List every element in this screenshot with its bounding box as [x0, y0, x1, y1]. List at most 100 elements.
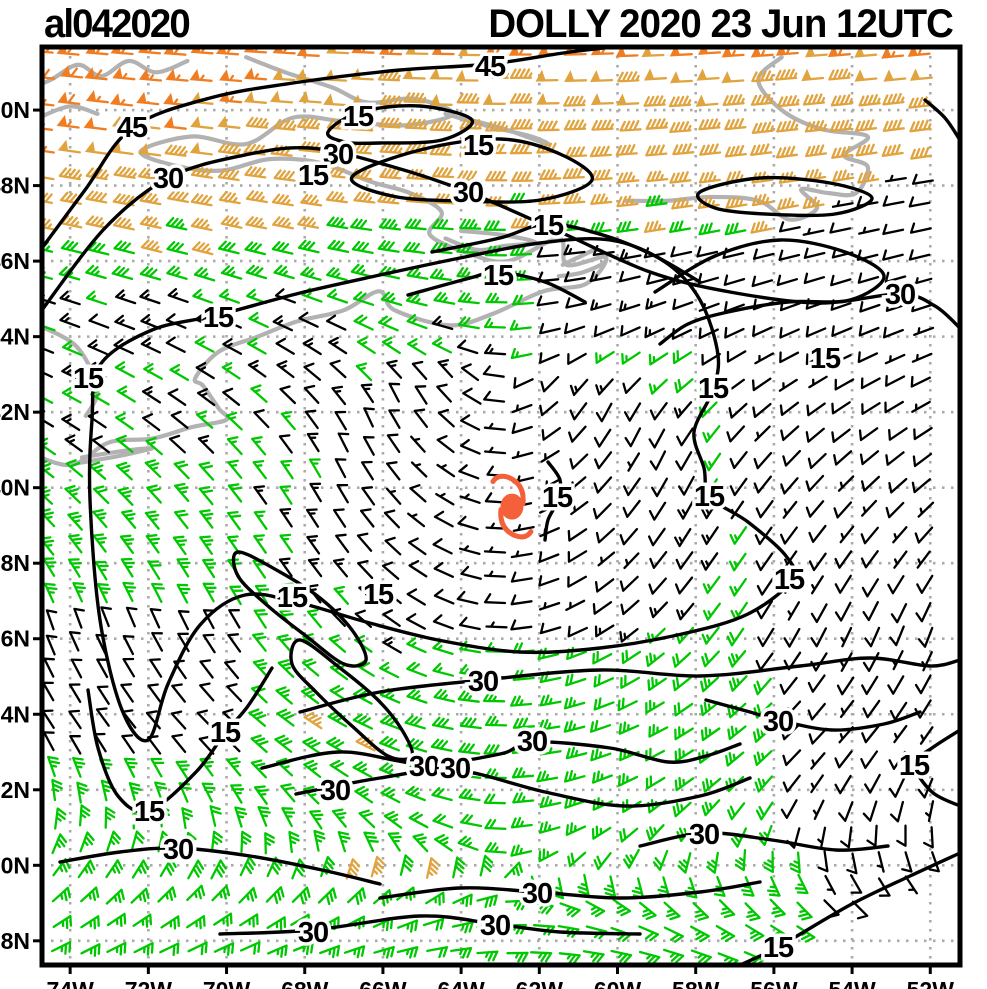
wind-barb [901, 851, 913, 873]
wind-barb [483, 570, 507, 578]
wind-barb [670, 246, 693, 258]
wind-barb [834, 774, 852, 795]
wind-barb [229, 585, 244, 606]
wind-barb [85, 215, 108, 229]
isotach-contour-30 [294, 767, 752, 808]
wind-barb [911, 478, 932, 494]
wind-barb [458, 788, 481, 802]
isotach-label: 15 [542, 482, 573, 514]
wind-barb [482, 691, 506, 703]
wind-barb [881, 143, 904, 157]
lon-tick-label: 60W [594, 977, 642, 989]
wind-barb [190, 193, 213, 207]
wind-barb [726, 425, 746, 443]
wind-barb [913, 426, 933, 441]
wind-barb [715, 924, 736, 943]
wind-barb [433, 291, 456, 305]
wind-barb [619, 120, 642, 132]
wind-barb [751, 70, 774, 83]
lon-tick-label: 62W [516, 977, 564, 989]
wind-barb [854, 69, 878, 82]
wind-barb [846, 852, 858, 875]
wind-barb [358, 809, 376, 829]
wind-barb [674, 378, 694, 394]
wind-barb [172, 535, 188, 556]
wind-barb [834, 601, 852, 622]
wind-barb [275, 686, 293, 705]
wind-barb [529, 951, 553, 963]
wind-barb [672, 651, 692, 668]
wind-barb [862, 699, 881, 719]
wind-barb [278, 434, 293, 454]
wind-barb [506, 951, 529, 963]
wind-barb [483, 317, 507, 329]
wind-barb [565, 673, 587, 687]
wind-barb [240, 830, 252, 853]
wind-barb [505, 899, 528, 911]
wind-barb [785, 700, 802, 718]
wind-barb [535, 69, 559, 82]
wind-barb [220, 215, 243, 229]
wind-barb [882, 195, 905, 207]
wind-barb [590, 299, 612, 311]
wind-barb [837, 475, 855, 492]
wind-barb [565, 599, 586, 612]
wind-barb [805, 500, 825, 518]
wind-barb [354, 785, 374, 804]
wind-barb [199, 659, 214, 679]
wind-barb [347, 887, 367, 906]
wind-barb [87, 339, 109, 356]
isotach-label: 30 [320, 775, 350, 807]
wind-barb [302, 736, 322, 755]
wind-barb [567, 528, 588, 542]
wind-barb [570, 500, 589, 516]
wind-barb [832, 169, 855, 183]
wind-barb [698, 327, 719, 340]
wind-barb [257, 806, 271, 827]
isotach-label: 15 [899, 750, 930, 782]
wind-barb [327, 710, 348, 728]
wind-barb [114, 361, 135, 378]
wind-barb [669, 220, 692, 234]
wind-barb [775, 145, 799, 159]
wind-barb [673, 702, 694, 717]
wind-barb [833, 501, 853, 519]
wind-barb [540, 375, 560, 393]
wind-barb [432, 614, 454, 630]
isotach-contour-15 [289, 638, 415, 762]
wind-barb [855, 143, 878, 157]
wind-barb [350, 94, 374, 107]
wind-barb [403, 241, 426, 255]
wind-barb [165, 68, 189, 82]
wind-barb [97, 583, 111, 604]
wind-barb [510, 347, 533, 360]
wind-barb [647, 799, 667, 814]
wind-barb [676, 602, 695, 621]
wind-barb [619, 747, 640, 762]
wind-barb [225, 411, 243, 431]
wind-barb [300, 266, 322, 281]
wind-barb [674, 776, 695, 792]
wind-barb [541, 426, 562, 441]
wind-barb [663, 926, 685, 943]
wind-barb [328, 336, 348, 355]
wind-barb [620, 674, 641, 689]
wind-barb [332, 508, 347, 528]
isotach-label: 45 [475, 51, 506, 83]
wind-barb [59, 191, 82, 205]
wind-barb [510, 550, 533, 559]
wind-barb [805, 474, 825, 492]
wind-barb [752, 727, 773, 743]
wind-barb [378, 117, 402, 129]
wind-barb [582, 950, 605, 963]
wind-barb [834, 574, 852, 594]
wind-barb [202, 582, 217, 603]
wind-barb [593, 428, 612, 448]
wind-barb [780, 799, 798, 819]
wind-barb [908, 96, 931, 109]
wind-barb [862, 800, 878, 822]
wind-barb [356, 336, 376, 355]
storm-id-label: al042020 [44, 2, 191, 46]
isotach-contour-15 [912, 728, 960, 808]
